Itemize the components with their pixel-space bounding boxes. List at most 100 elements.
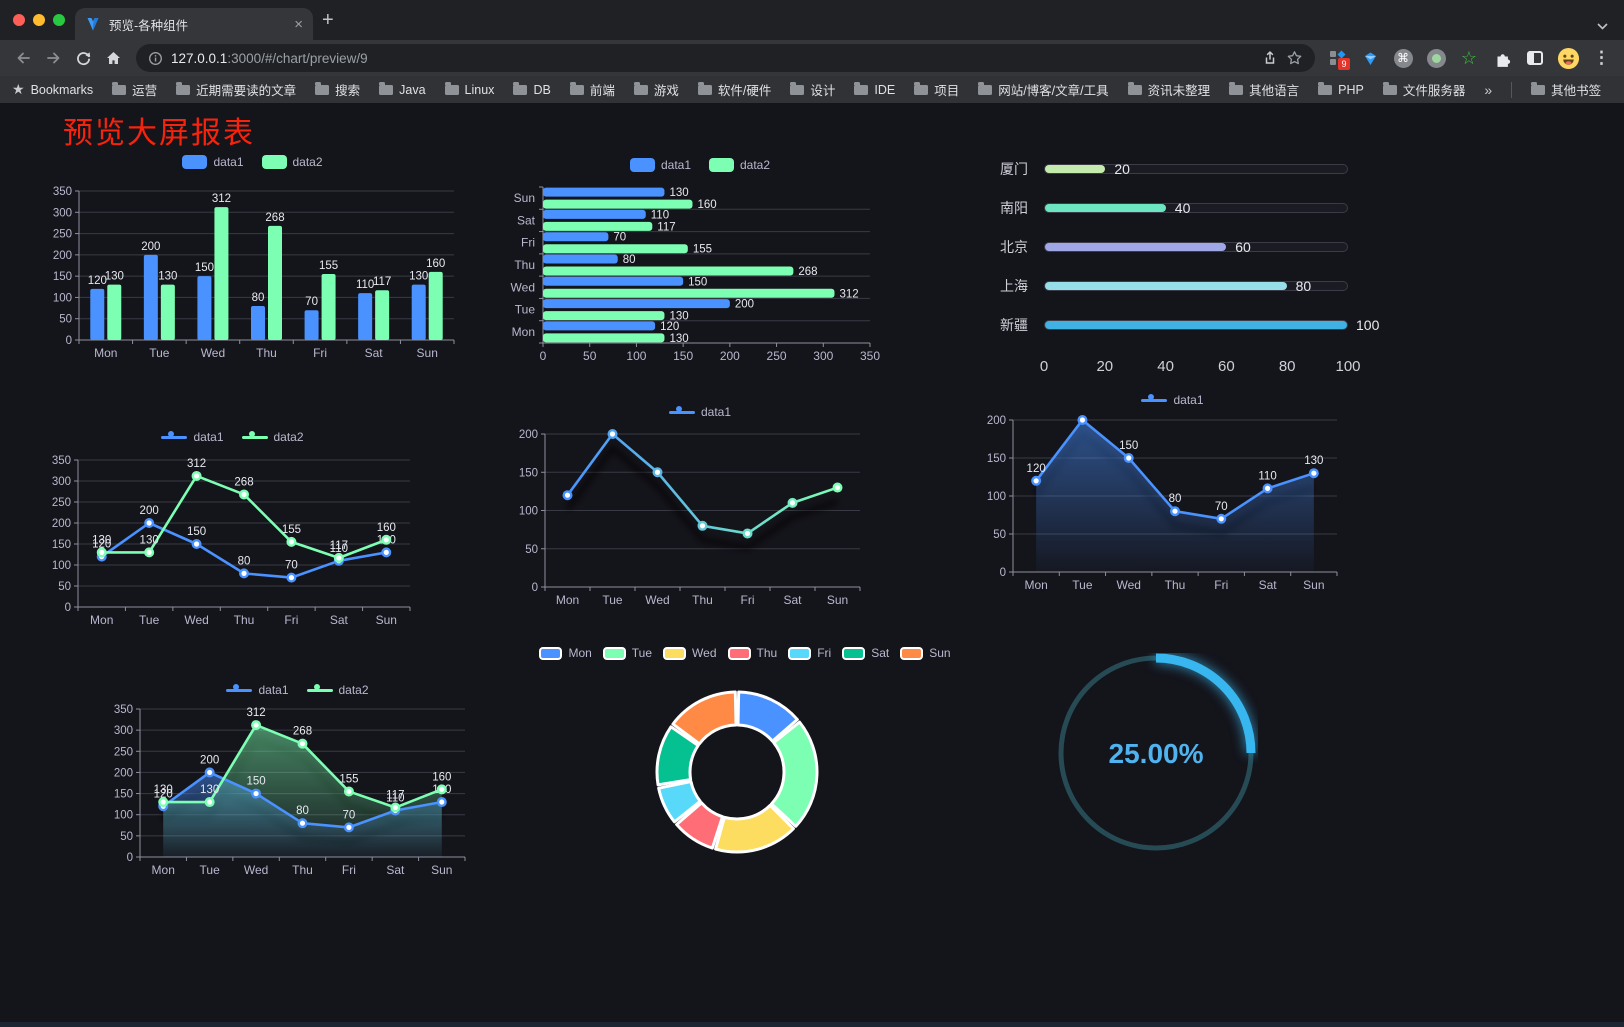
side-panel-icon[interactable]: [1521, 44, 1549, 72]
svg-text:70: 70: [285, 560, 298, 572]
donut-canvas[interactable]: [555, 665, 935, 880]
svg-text:80: 80: [252, 292, 265, 304]
extension-star-icon[interactable]: ☆: [1460, 48, 1478, 68]
chart-city-progress[interactable]: 厦门 20 南阳 40 北京 60 上海 80 新疆 100 0 20 40 60 80 100: [1000, 161, 1380, 378]
two-area-canvas[interactable]: 0 50 100 150 200 250 300 350 Mon Tue Wed Thu Fri Sat S…: [110, 702, 485, 884]
legend-item-data1[interactable]: data1: [1141, 393, 1204, 407]
legend-item-Wed[interactable]: Wed: [663, 646, 717, 660]
close-window-button[interactable]: [13, 14, 25, 26]
chart-two-line[interactable]: data1 data2 0 50 100 150 200 250 300 350 Mon Tue Wed…: [45, 427, 420, 640]
minimize-window-button[interactable]: [33, 14, 45, 26]
url-bar[interactable]: 127.0.0.1:3000/#/chart/preview/9: [136, 44, 1315, 72]
progress-row-新疆[interactable]: 新疆 100: [1000, 317, 1380, 333]
legend-item-Sat[interactable]: Sat: [842, 646, 889, 660]
bookmark-folder[interactable]: Java: [379, 81, 426, 97]
legend-item-Fri[interactable]: Fri: [788, 646, 831, 660]
extension-command-icon[interactable]: ⌘: [1389, 44, 1417, 72]
legend-item-Sun[interactable]: Sun: [900, 646, 951, 660]
bookmark-folder[interactable]: 项目: [914, 80, 959, 99]
bookmark-folder[interactable]: IDE: [854, 81, 895, 97]
chart-grouped-bar[interactable]: data1 data2 0 50 100 150 200 250 300 350 Mon Tue Wed…: [45, 152, 460, 371]
site-info-icon[interactable]: [148, 51, 163, 66]
svg-text:110: 110: [1258, 470, 1276, 482]
svg-text:50: 50: [583, 349, 597, 363]
browser-menu-icon[interactable]: ⋮: [1593, 48, 1610, 67]
legend-item-data2[interactable]: data2: [261, 155, 323, 169]
svg-text:Fri: Fri: [741, 593, 755, 607]
bookmark-folder[interactable]: DB: [513, 81, 551, 97]
single-area-canvas[interactable]: 0 50 100 150 200 Mon Tue Wed Thu Fri Sat Sun 120 200 1…: [985, 402, 1360, 598]
chart-single-area[interactable]: data1 0 50 100 150 200 Mon Tue Wed Thu Fri Sat Sun 12…: [985, 390, 1360, 603]
bookmark-folder[interactable]: 前端: [569, 80, 615, 99]
svg-text:Sun: Sun: [431, 863, 452, 877]
grouped-bar-canvas[interactable]: 0 50 100 150 200 250 300 350 Mon Tue Wed Thu Fri Sat S…: [45, 174, 460, 366]
legend-item-data1[interactable]: data1: [668, 405, 731, 419]
bookmark-folder[interactable]: 网站/博客/文章/工具: [978, 80, 1109, 99]
bookmark-folder[interactable]: Linux: [444, 81, 494, 97]
legend-item-data2[interactable]: data2: [241, 430, 304, 444]
bookmark-folder[interactable]: 近期需要读的文章: [176, 80, 296, 99]
legend-item-data1[interactable]: data1: [161, 430, 224, 444]
url-text[interactable]: 127.0.0.1:3000/#/chart/preview/9: [171, 51, 368, 66]
bookmarks-star-icon: ★: [12, 81, 25, 97]
svg-text:200: 200: [987, 415, 1006, 427]
legend-item-Thu[interactable]: Thu: [727, 646, 777, 660]
legend-item-data1[interactable]: data1: [226, 683, 289, 697]
new-tab-button[interactable]: +: [322, 9, 334, 31]
svg-text:117: 117: [386, 790, 404, 802]
bookmark-folder[interactable]: 其他语言: [1229, 80, 1299, 99]
extension-record-icon[interactable]: [1422, 44, 1450, 72]
progress-row-厦门[interactable]: 厦门 20: [1000, 161, 1348, 177]
gradient-line-canvas[interactable]: 0 50 100 150 200 Mon Tue Wed Thu Fri Sat Sun: [505, 424, 895, 614]
progress-row-上海[interactable]: 上海 80: [1000, 278, 1348, 294]
forward-button[interactable]: [38, 43, 68, 73]
profile-avatar[interactable]: [1554, 44, 1582, 72]
back-button[interactable]: [8, 43, 38, 73]
chart-gauge[interactable]: 25.00%: [1056, 653, 1258, 863]
svg-text:130: 130: [158, 271, 177, 283]
chart-horizontal-bar[interactable]: data1 data2 0 50 100 150 200 250 300 350 Sun 130 160…: [505, 155, 895, 370]
legend-item-Tue[interactable]: Tue: [602, 646, 652, 660]
svg-text:Tue: Tue: [515, 303, 536, 317]
legend-item-data1[interactable]: data1: [182, 155, 244, 169]
chart-donut[interactable]: Mon Tue Wed Thu Fri Sat Sun: [539, 643, 951, 885]
bookmark-folder[interactable]: 资讯未整理: [1127, 80, 1210, 99]
other-bookmarks[interactable]: 其他书签: [1531, 80, 1601, 99]
chart-gradient-line[interactable]: data1 0 50 100 150 200 Mon Tue Wed Thu Fri Sat Sun: [505, 402, 895, 619]
bookmarks-overflow-chevron[interactable]: »: [1484, 81, 1493, 98]
bookmark-star-icon[interactable]: [1286, 50, 1303, 66]
bookmark-folder[interactable]: 设计: [790, 80, 835, 99]
chart-two-area[interactable]: data1 data2 0 50 100 150 200 250 300 350 Mon Tue Wed…: [110, 680, 485, 889]
legend-item-data2[interactable]: data2: [306, 683, 369, 697]
zoom-window-button[interactable]: [53, 14, 65, 26]
legend-item-Mon[interactable]: Mon: [539, 646, 592, 660]
two-line-canvas[interactable]: 0 50 100 150 200 250 300 350 Mon Tue Wed Thu Fri Sat S…: [45, 449, 420, 635]
svg-text:155: 155: [693, 244, 712, 256]
share-icon[interactable]: [1262, 50, 1278, 66]
legend-item-data1[interactable]: data1: [629, 158, 691, 172]
progress-row-南阳[interactable]: 南阳 40: [1000, 200, 1348, 216]
svg-text:25.00%: 25.00%: [1109, 738, 1204, 769]
tab-search-chevron-icon[interactable]: [1597, 17, 1608, 35]
svg-text:100: 100: [519, 506, 538, 518]
svg-text:312: 312: [839, 288, 858, 300]
bookmark-folder[interactable]: PHP: [1318, 81, 1364, 97]
progress-row-北京[interactable]: 北京 60: [1000, 239, 1348, 255]
tab-close-icon[interactable]: ×: [294, 15, 303, 33]
bookmark-folder[interactable]: 运营: [112, 80, 157, 99]
extension-puzzle-icon[interactable]: [1488, 44, 1516, 72]
svg-text:70: 70: [613, 232, 626, 244]
legend-item-data2[interactable]: data2: [709, 158, 770, 172]
reload-button[interactable]: [68, 43, 98, 73]
browser-tab[interactable]: 预览-各种组件 ×: [75, 8, 313, 40]
extension-grid-icon[interactable]: 9: [1323, 44, 1351, 72]
bookmark-folder[interactable]: 文件服务器: [1382, 80, 1465, 99]
home-button[interactable]: [98, 43, 128, 73]
bookmarks-manager[interactable]: ★ Bookmarks: [12, 81, 93, 98]
bookmark-folder[interactable]: 软件/硬件: [697, 80, 771, 99]
bookmark-folder[interactable]: 搜索: [315, 80, 360, 99]
gauge-canvas[interactable]: 25.00%: [1056, 653, 1258, 858]
bookmark-folder[interactable]: 游戏: [633, 80, 679, 99]
extension-gem-icon[interactable]: [1356, 44, 1384, 72]
